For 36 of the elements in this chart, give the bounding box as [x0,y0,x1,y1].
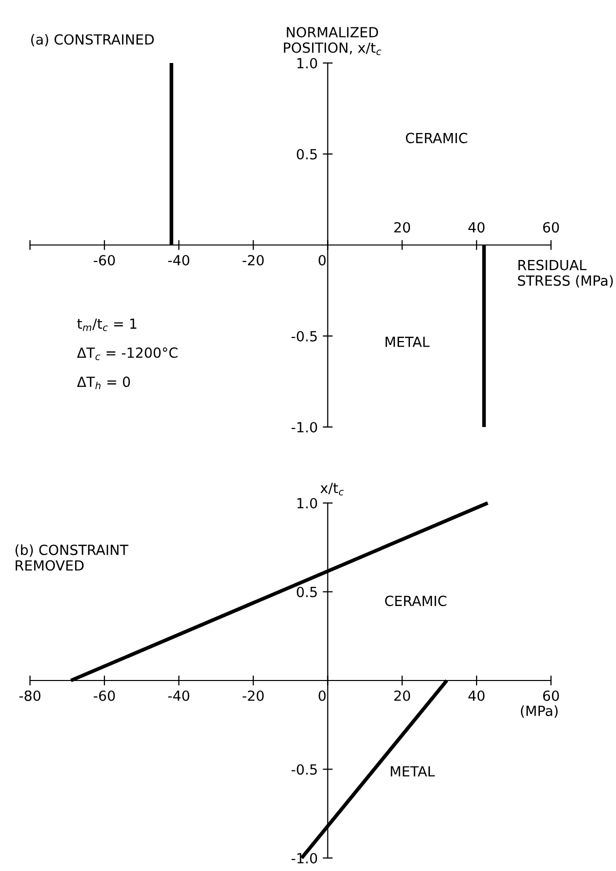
annotation: ΔT$_{c}$ = -1200°C [77,347,178,360]
x2-tick-label: 60 [543,222,559,233]
x-tick-label: 0 [318,690,326,701]
chart-title: (a) CONSTRAINED [31,34,154,46]
x-tick-label: -40 [168,690,190,701]
y-tick-label: -1.0 [292,852,318,864]
x-tick-label: -20 [242,690,264,701]
annotation: METAL [390,766,435,776]
x-tick-label: -40 [168,254,190,266]
x2-tick-label: 20 [394,222,410,233]
x-tick-label: 40 [468,690,484,701]
x2-tick-label: 40 [468,222,484,233]
y-tick-label: 1.0 [297,58,318,68]
annotation: ΔT$_{h}$ = 0 [77,376,130,390]
x-tick-label: 60 [543,690,559,701]
x-tick-label: 20 [394,690,410,701]
x-tick-label: -20 [242,254,264,266]
annotation: METAL [386,336,430,347]
x-tick-label: -60 [94,690,115,701]
y-tick-label: 0.5 [296,148,317,160]
y-tick-label: -0.5 [292,330,317,342]
y-tick-label: -0.5 [292,764,317,775]
y-tick-label: -1.0 [292,422,318,432]
text: (b) CONSTRAINT REMOVED [16,544,128,571]
annotation: CERAMIC [406,132,468,144]
y-axis-title: x/t$_{c}$ [320,482,344,496]
y-axis-title: NORMALIZED POSITION, x/t$_{c}$ [284,26,382,56]
x-tick-label: -80 [19,690,40,701]
annotation: CERAMIC [385,596,446,606]
y-tick-label: 1.0 [297,498,318,508]
annotation: t$_{m}$/t$_{c}$ = 1 [77,318,136,332]
x-tick-label: -60 [94,254,115,266]
x-axis-title: (MPa) [520,705,558,718]
y-tick-label: 0.5 [296,586,317,598]
x-axis-title: RESIDUAL STRESS (MPa) [518,260,613,288]
x-tick-label: 0 [318,254,326,266]
